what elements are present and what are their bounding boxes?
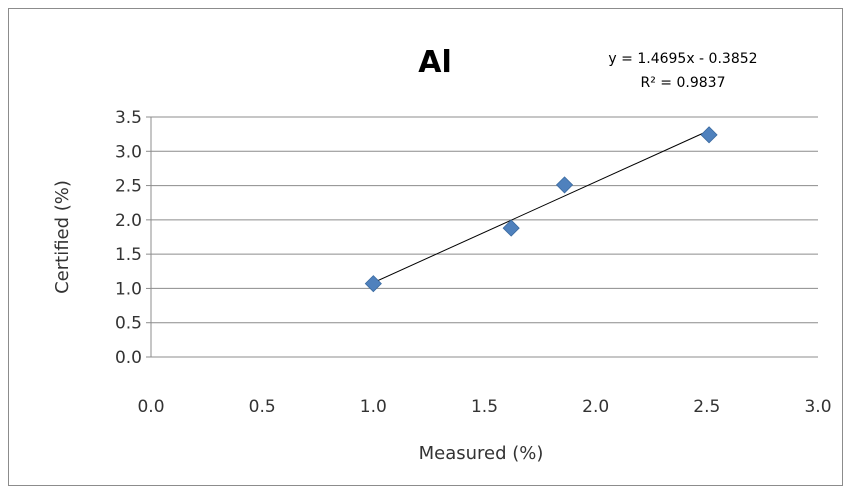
trendline	[373, 130, 710, 284]
data-point	[364, 275, 382, 293]
y-tick-label: 0.0	[115, 348, 142, 368]
chart-title: Al	[418, 45, 452, 80]
trendline-equation: y = 1.4695x - 0.3852	[608, 51, 757, 67]
y-tick-label: 0.5	[115, 314, 142, 334]
x-tick-label: 2.0	[582, 397, 609, 417]
y-tick-label: 2.5	[115, 177, 142, 197]
y-axis-title: Certified (%)	[52, 180, 73, 294]
y-tick-label: 3.0	[115, 142, 142, 162]
data-point	[502, 219, 520, 237]
x-tick-label: 1.0	[360, 397, 387, 417]
trendline-r-squared: R² = 0.9837	[641, 75, 726, 91]
x-tick-label: 0.0	[137, 397, 164, 417]
x-tick-label: 3.0	[804, 397, 831, 417]
y-tick-label: 1.0	[115, 279, 142, 299]
data-point	[700, 126, 718, 144]
x-tick-label: 0.5	[249, 397, 276, 417]
y-tick-label: 3.5	[115, 108, 142, 128]
y-tick-label: 2.0	[115, 211, 142, 231]
x-axis-title: Measured (%)	[419, 443, 544, 464]
data-point	[555, 176, 574, 194]
x-tick-label: 1.5	[471, 397, 498, 417]
chart-frame	[8, 8, 843, 486]
y-tick-label: 1.5	[115, 245, 142, 265]
x-tick-label: 2.5	[693, 397, 720, 417]
